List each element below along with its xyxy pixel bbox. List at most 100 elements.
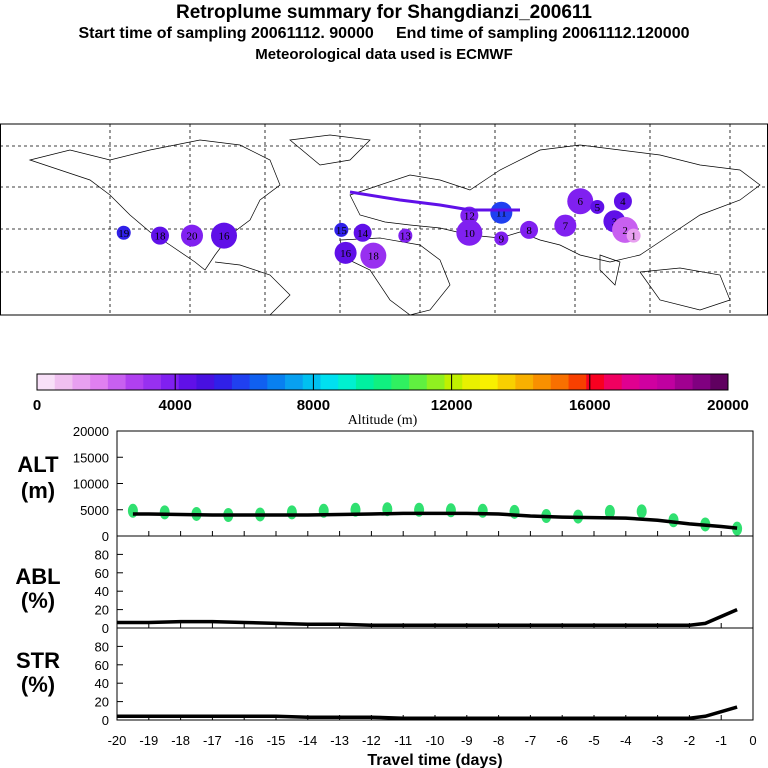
plume-point-label: 4	[620, 196, 626, 208]
coastline	[214, 261, 291, 316]
x-tick-label: 0	[749, 733, 756, 748]
y-tick-label: 60	[95, 566, 109, 581]
y-tick-label: 40	[95, 676, 109, 691]
panel-label: ALT	[17, 452, 59, 477]
colorbar-segment	[54, 374, 73, 390]
x-tick-label: -2	[684, 733, 696, 748]
colorbar-segment	[231, 374, 251, 390]
plume-point-label: 13	[400, 231, 412, 243]
colorbar-segment	[107, 374, 127, 390]
y-tick-label: 5000	[80, 503, 109, 518]
plume-point	[334, 222, 349, 237]
series-line	[132, 511, 738, 530]
colorbar-segment	[409, 374, 428, 390]
colorbar-segment	[125, 374, 144, 390]
x-tick-label: -14	[298, 733, 317, 748]
y-tick-label: 15000	[73, 450, 109, 465]
y-tick-label: 20000	[73, 424, 109, 439]
x-tick-label: -4	[620, 733, 632, 748]
x-tick-label: -8	[493, 733, 505, 748]
plume-point-label: 15	[336, 225, 348, 237]
colorbar-tick-label: 4000	[159, 397, 192, 414]
altitude-point	[286, 505, 297, 520]
x-tick-label: -6	[556, 733, 568, 748]
colorbar-segment	[515, 374, 534, 390]
met-data-note: Meteorological data used is ECMWF	[255, 46, 513, 63]
x-tick-label: -18	[171, 733, 190, 748]
plume-point	[613, 192, 632, 211]
colorbar-segment	[214, 374, 233, 390]
plume-track	[349, 190, 520, 212]
plume-point-label: 7	[563, 221, 569, 233]
plume-point-label: 9	[499, 233, 505, 245]
altitude-point	[477, 503, 488, 518]
x-tick-label: -13	[330, 733, 349, 748]
x-tick-label: -16	[235, 733, 254, 748]
plume-point-label: 8	[526, 225, 532, 237]
colorbar-segment	[72, 374, 91, 390]
plume-point	[398, 228, 413, 243]
sampling-time: Start time of sampling 20061112. 90000 E…	[78, 25, 690, 42]
colorbar-segment	[285, 374, 304, 390]
x-tick-label: -7	[525, 733, 537, 748]
x-axis-label: Travel time (days)	[367, 752, 502, 768]
plume-point-label: 18	[368, 251, 380, 263]
plume-point-label: 16	[340, 248, 352, 260]
panel-label-unit: (%)	[21, 588, 55, 613]
plume-point-label: 11	[496, 208, 507, 220]
plume-point	[520, 220, 539, 239]
panel-label-unit: (%)	[21, 672, 55, 697]
panel-label: STR	[16, 648, 60, 673]
plume-point-label: 14	[357, 228, 369, 240]
plume-point	[116, 225, 131, 240]
y-tick-label: 20	[95, 603, 109, 618]
x-tick-label: -19	[139, 733, 158, 748]
plume-point	[626, 228, 641, 243]
colorbar-segment	[444, 374, 463, 390]
colorbar-segment	[90, 374, 109, 390]
plume-point	[590, 199, 605, 214]
colorbar-segment	[320, 374, 339, 390]
y-tick-label: 80	[95, 547, 109, 562]
colorbar-segment	[533, 374, 552, 390]
x-tick-label: -15	[267, 733, 286, 748]
colorbar-segment	[497, 374, 516, 390]
colorbar-segment	[161, 374, 180, 390]
x-tick-label: -20	[108, 733, 127, 748]
coastline	[339, 237, 451, 316]
colorbar-segment	[674, 374, 694, 390]
colorbar-label: Altitude (m)	[348, 413, 418, 428]
colorbar-segment	[355, 374, 375, 390]
y-tick-label: 60	[95, 658, 109, 673]
x-tick-label: -11	[394, 733, 412, 748]
coastline	[599, 254, 621, 286]
altitude-point	[445, 503, 456, 518]
x-tick-label: -3	[652, 733, 664, 748]
colorbar-segment	[267, 374, 286, 390]
colorbar-segment	[603, 374, 623, 390]
y-tick-label: 0	[102, 621, 109, 636]
colorbar-segment	[568, 374, 587, 390]
colorbar-segment	[302, 374, 321, 390]
x-tick-label: -10	[426, 733, 445, 748]
plume-point-label: 5	[595, 202, 601, 214]
colorbar-segment	[657, 374, 676, 390]
x-tick-label: -17	[203, 733, 222, 748]
colorbar-segment	[338, 374, 357, 390]
colorbar-segment	[621, 374, 640, 390]
plume-point-label: 16	[219, 231, 231, 243]
altitude-point	[636, 504, 647, 519]
panel-frame	[116, 535, 754, 629]
colorbar-segment	[462, 374, 481, 390]
plume-point	[494, 231, 509, 246]
colorbar-tick-label: 20000	[707, 397, 749, 414]
y-tick-label: 0	[102, 713, 109, 728]
plume-point	[334, 241, 357, 264]
plume-point-label: 19	[118, 228, 130, 240]
map-frame	[0, 123, 768, 316]
plume-point	[353, 223, 372, 242]
colorbar-segment	[373, 374, 392, 390]
colorbar-segment	[479, 374, 499, 390]
plume-point-label: 12	[464, 211, 475, 223]
